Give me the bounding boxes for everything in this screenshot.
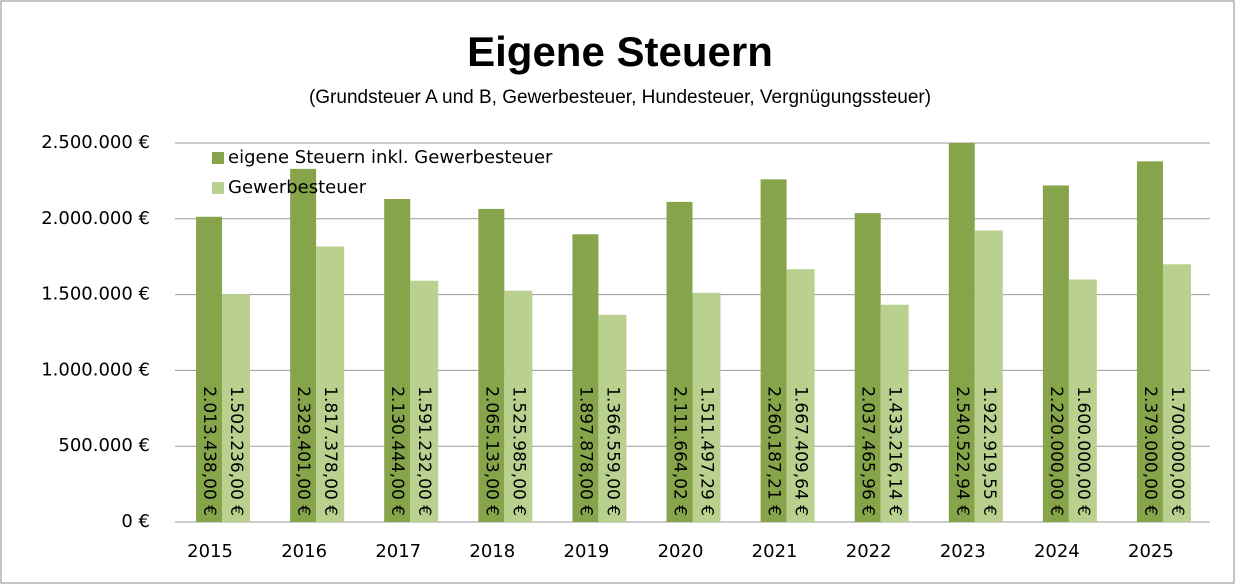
value-label: 1.667.409,64 €: [791, 386, 811, 516]
bar: [316, 246, 345, 522]
bar: [196, 216, 223, 522]
value-label: 1.817.378,00 €: [320, 386, 340, 516]
x-tick-label: 2015: [187, 541, 233, 562]
bar: [1042, 185, 1069, 522]
bar: [478, 208, 505, 522]
bar: [1162, 264, 1191, 522]
y-tick-label: 1.500.000 €: [41, 284, 150, 305]
legend-swatch: [212, 152, 224, 164]
value-label: 1.897.878,00 €: [575, 386, 595, 516]
x-tick-label: 2024: [1034, 541, 1080, 562]
value-label: 1.502.236,00 €: [226, 386, 246, 516]
x-tick-label: 2016: [281, 541, 327, 562]
bar: [222, 294, 251, 522]
bar: [786, 269, 815, 522]
bar: [666, 201, 693, 522]
x-tick-label: 2023: [940, 541, 986, 562]
bar: [948, 143, 975, 522]
value-label: 1.525.985,00 €: [508, 386, 528, 516]
value-label: 2.111.664,02 €: [670, 386, 690, 516]
bar: [598, 314, 627, 522]
bar: [1136, 161, 1163, 522]
value-label: 1.600.000,00 €: [1073, 386, 1093, 516]
value-label: 1.433.216,14 €: [885, 386, 905, 516]
legend-label: Gewerbesteuer: [228, 177, 367, 198]
bar: [384, 199, 411, 522]
x-tick-label: 2025: [1128, 541, 1174, 562]
value-label: 2.013.438,00 €: [199, 386, 219, 516]
chart-subtitle: (Grundsteuer A und B, Gewerbesteuer, Hun…: [309, 87, 931, 108]
value-label: 2.379.000,00 €: [1140, 386, 1160, 516]
value-label: 1.366.559,00 €: [602, 386, 622, 516]
x-tick-label: 2021: [752, 541, 798, 562]
value-label: 2.130.444,00 €: [387, 386, 407, 516]
x-tick-label: 2017: [375, 541, 421, 562]
bar: [974, 230, 1003, 522]
y-tick-label: 500.000 €: [58, 435, 150, 456]
bar: [410, 280, 439, 522]
bar: [760, 179, 787, 522]
y-tick-label: 1.000.000 €: [41, 359, 150, 380]
value-label: 2.220.000,00 €: [1046, 386, 1066, 516]
value-label: 2.329.401,00 €: [293, 386, 313, 516]
y-tick-label: 2.000.000 €: [41, 208, 150, 229]
bar: [290, 168, 317, 522]
value-label: 1.922.919,55 €: [979, 386, 999, 516]
x-tick-label: 2022: [846, 541, 892, 562]
chart-title: Eigene Steuern: [467, 28, 773, 75]
bar: [572, 234, 599, 522]
bar: [504, 290, 533, 522]
value-label: 2.540.522,94 €: [952, 386, 972, 516]
x-tick-label: 2018: [469, 541, 515, 562]
x-tick-label: 2019: [564, 541, 610, 562]
x-tick-label: 2020: [658, 541, 704, 562]
value-label: 1.700.000,00 €: [1167, 386, 1187, 516]
y-tick-label: 0 €: [121, 511, 150, 532]
legend-label: eigene Steuern inkl. Gewerbesteuer: [228, 147, 553, 168]
value-label: 1.511.497,29 €: [697, 386, 717, 516]
bar: [1068, 279, 1097, 522]
legend-swatch: [212, 182, 224, 194]
value-label: 2.065.133,00 €: [481, 386, 501, 516]
bar: [880, 304, 909, 522]
value-label: 2.260.187,21 €: [764, 386, 784, 516]
value-label: 1.591.232,00 €: [414, 386, 434, 516]
y-tick-label: 2.500.000 €: [41, 132, 150, 153]
bar: [854, 213, 881, 522]
value-label: 2.037.465,96 €: [858, 386, 878, 516]
bar: [692, 292, 721, 522]
